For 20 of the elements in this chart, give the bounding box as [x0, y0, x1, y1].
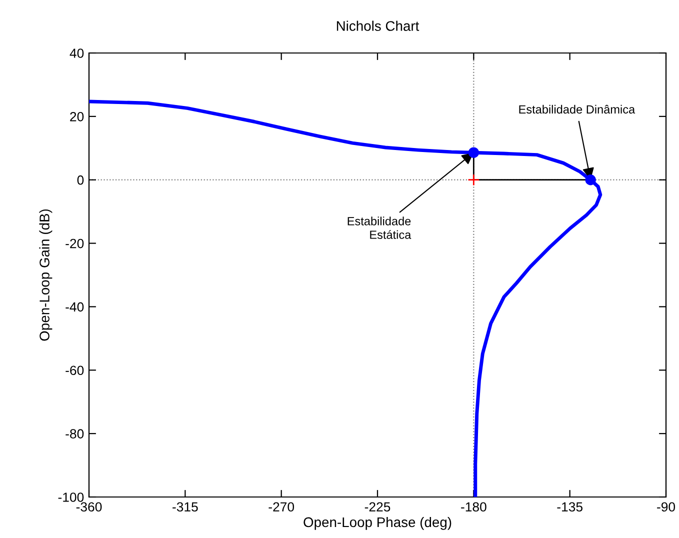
y-tick-label: 40	[70, 48, 84, 58]
x-axis-title: Open-Loop Phase (deg)	[304, 516, 452, 530]
x-tick-label: -90	[657, 502, 676, 512]
y-tick-label: -100	[58, 492, 84, 502]
annotation: Estabilidade Estática	[348, 216, 412, 239]
y-tick-label: -20	[66, 238, 84, 248]
y-tick-label: -80	[66, 429, 84, 438]
x-tick-label: -225	[364, 502, 390, 512]
x-tick-label: -180	[461, 502, 486, 512]
annotation: Estabilidade Dinâmica	[519, 104, 636, 114]
y-tick-label: -60	[66, 366, 84, 376]
x-tick-label: -315	[172, 502, 198, 512]
y-axis-title: Open-Loop Gain (dB)	[39, 209, 52, 341]
y-tick-label: 0	[77, 175, 84, 185]
x-tick-label: -270	[268, 502, 294, 512]
x-tick-label: -135	[557, 502, 582, 512]
y-tick-label: -40	[66, 302, 84, 312]
chart-title: Nichols Chart	[336, 20, 420, 31]
y-tick-label: 20	[70, 112, 84, 122]
x-tick-label: -360	[76, 502, 102, 512]
